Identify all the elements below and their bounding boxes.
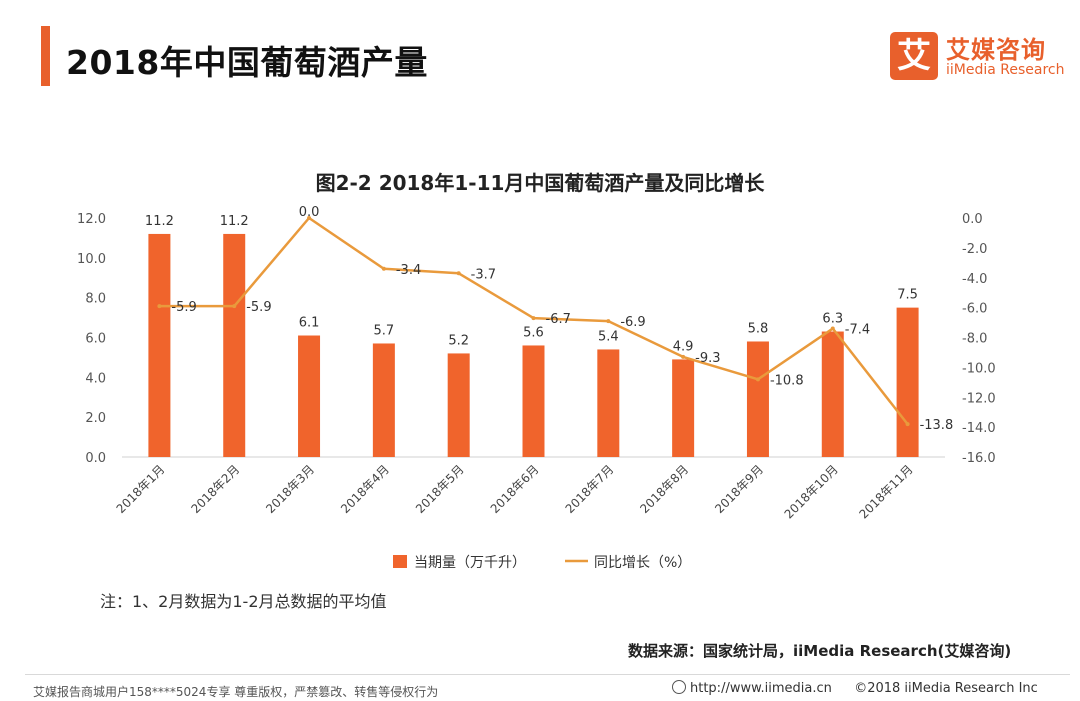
bar <box>148 233 171 457</box>
growth-data-label: -5.9 <box>171 300 196 315</box>
left-axis-tick: 2.0 <box>85 411 106 426</box>
growth-data-label: -5.9 <box>246 300 271 315</box>
logo-chinese-name: 艾媒咨询 <box>946 36 1046 64</box>
bar-data-label: 7.5 <box>897 288 918 303</box>
right-axis-tick: -16.0 <box>962 451 996 466</box>
bar <box>447 353 470 457</box>
x-axis-tick: 2018年6月 <box>488 462 542 516</box>
growth-point <box>232 304 237 309</box>
bar-data-label: 6.1 <box>299 316 320 331</box>
growth-point <box>157 304 162 309</box>
logo-mark-icon: 艾 <box>890 32 938 80</box>
growth-data-label: -10.8 <box>770 373 804 388</box>
bar <box>597 349 620 457</box>
growth-point <box>905 422 910 427</box>
growth-data-label: -6.7 <box>546 312 571 327</box>
growth-point <box>606 319 611 324</box>
bar-data-label: 5.4 <box>598 329 619 344</box>
bar-data-label: 11.2 <box>220 214 249 229</box>
growth-point <box>531 316 536 321</box>
x-axis-tick: 2018年4月 <box>338 462 392 516</box>
left-axis-tick: 0.0 <box>85 451 106 466</box>
x-axis-tick: 2018年2月 <box>188 462 242 516</box>
bar <box>672 359 695 457</box>
footer-copyright-notice: 艾媒报告商城用户158****5024专享 尊重版权，严禁篡改、转售等侵权行为 <box>33 685 439 699</box>
right-axis-tick: -6.0 <box>962 302 987 317</box>
bar <box>372 343 395 457</box>
right-axis-tick: -8.0 <box>962 332 987 347</box>
legend-line-label: 同比增长（%） <box>594 555 691 571</box>
left-axis-tick: 10.0 <box>77 252 106 267</box>
right-axis-tick: 0.0 <box>962 212 983 227</box>
growth-data-label: -13.8 <box>920 418 954 433</box>
growth-point <box>681 354 686 359</box>
bar-data-label: 5.6 <box>523 325 544 340</box>
growth-point <box>456 271 461 276</box>
growth-data-label: -6.9 <box>620 315 645 330</box>
brand-logo: 艾 艾媒咨询 iiMedia Research <box>890 32 1065 80</box>
growth-data-label: -3.7 <box>471 267 496 282</box>
growth-data-label: -7.4 <box>845 323 870 338</box>
bar-data-label: 5.8 <box>748 321 769 336</box>
growth-point <box>307 216 312 220</box>
right-axis-tick: -10.0 <box>962 361 996 376</box>
growth-data-label: -9.3 <box>695 351 720 366</box>
left-axis-tick: 8.0 <box>85 292 106 307</box>
bar-data-label: 6.3 <box>822 312 843 327</box>
bar-data-label: 11.2 <box>145 214 174 229</box>
right-axis-tick: -2.0 <box>962 242 987 257</box>
left-axis-tick: 4.0 <box>85 371 106 386</box>
title-accent-bar <box>41 26 50 86</box>
x-axis-tick: 2018年9月 <box>712 462 766 516</box>
left-axis-tick: 6.0 <box>85 332 106 347</box>
bar <box>223 233 246 457</box>
growth-data-label: -3.4 <box>396 263 421 278</box>
bar-data-label: 5.2 <box>448 333 469 348</box>
footer-right: http://www.iimedia.cn ©2018 iiMedia Rese… <box>672 680 1038 696</box>
bar <box>896 307 919 457</box>
x-axis-tick: 2018年5月 <box>413 462 467 516</box>
x-axis-tick: 2018年8月 <box>637 462 691 516</box>
x-axis-tick: 2018年7月 <box>563 462 617 516</box>
data-source: 数据来源：国家统计局，iiMedia Research(艾媒咨询) <box>628 642 1012 660</box>
right-axis-tick: -12.0 <box>962 391 996 406</box>
growth-data-label: 0.0 <box>299 205 320 220</box>
growth-point <box>755 377 760 382</box>
chart-note: 注：1、2月数据为1-2月总数据的平均值 <box>100 592 387 611</box>
page-title: 2018年中国葡萄酒产量 <box>66 43 428 82</box>
bar <box>298 335 321 457</box>
x-axis-tick: 2018年11月 <box>856 462 915 521</box>
bar-data-label: 4.9 <box>673 339 694 354</box>
globe-icon <box>672 680 686 694</box>
chart-title: 图2-2 2018年1-11月中国葡萄酒产量及同比增长 <box>316 171 766 195</box>
footer-copyright: ©2018 iiMedia Research Inc <box>854 681 1038 696</box>
legend-bar-swatch <box>393 555 407 568</box>
x-axis-tick: 2018年3月 <box>263 462 317 516</box>
right-axis-tick: -4.0 <box>962 272 987 287</box>
x-axis-tick: 2018年1月 <box>114 462 168 516</box>
x-axis-tick: 2018年10月 <box>782 462 841 521</box>
bar <box>746 341 769 457</box>
website-link[interactable]: http://www.iimedia.cn <box>690 681 832 696</box>
legend-bar-label: 当期量（万千升） <box>414 555 526 571</box>
bar <box>522 345 545 457</box>
bar <box>821 331 844 457</box>
growth-point <box>381 266 386 271</box>
footer-divider <box>25 674 1070 675</box>
right-axis-tick: -14.0 <box>962 421 996 436</box>
left-axis-tick: 12.0 <box>77 212 106 227</box>
bar-data-label: 5.7 <box>374 323 395 338</box>
logo-english-name: iiMedia Research <box>946 62 1065 78</box>
growth-point <box>830 326 835 331</box>
